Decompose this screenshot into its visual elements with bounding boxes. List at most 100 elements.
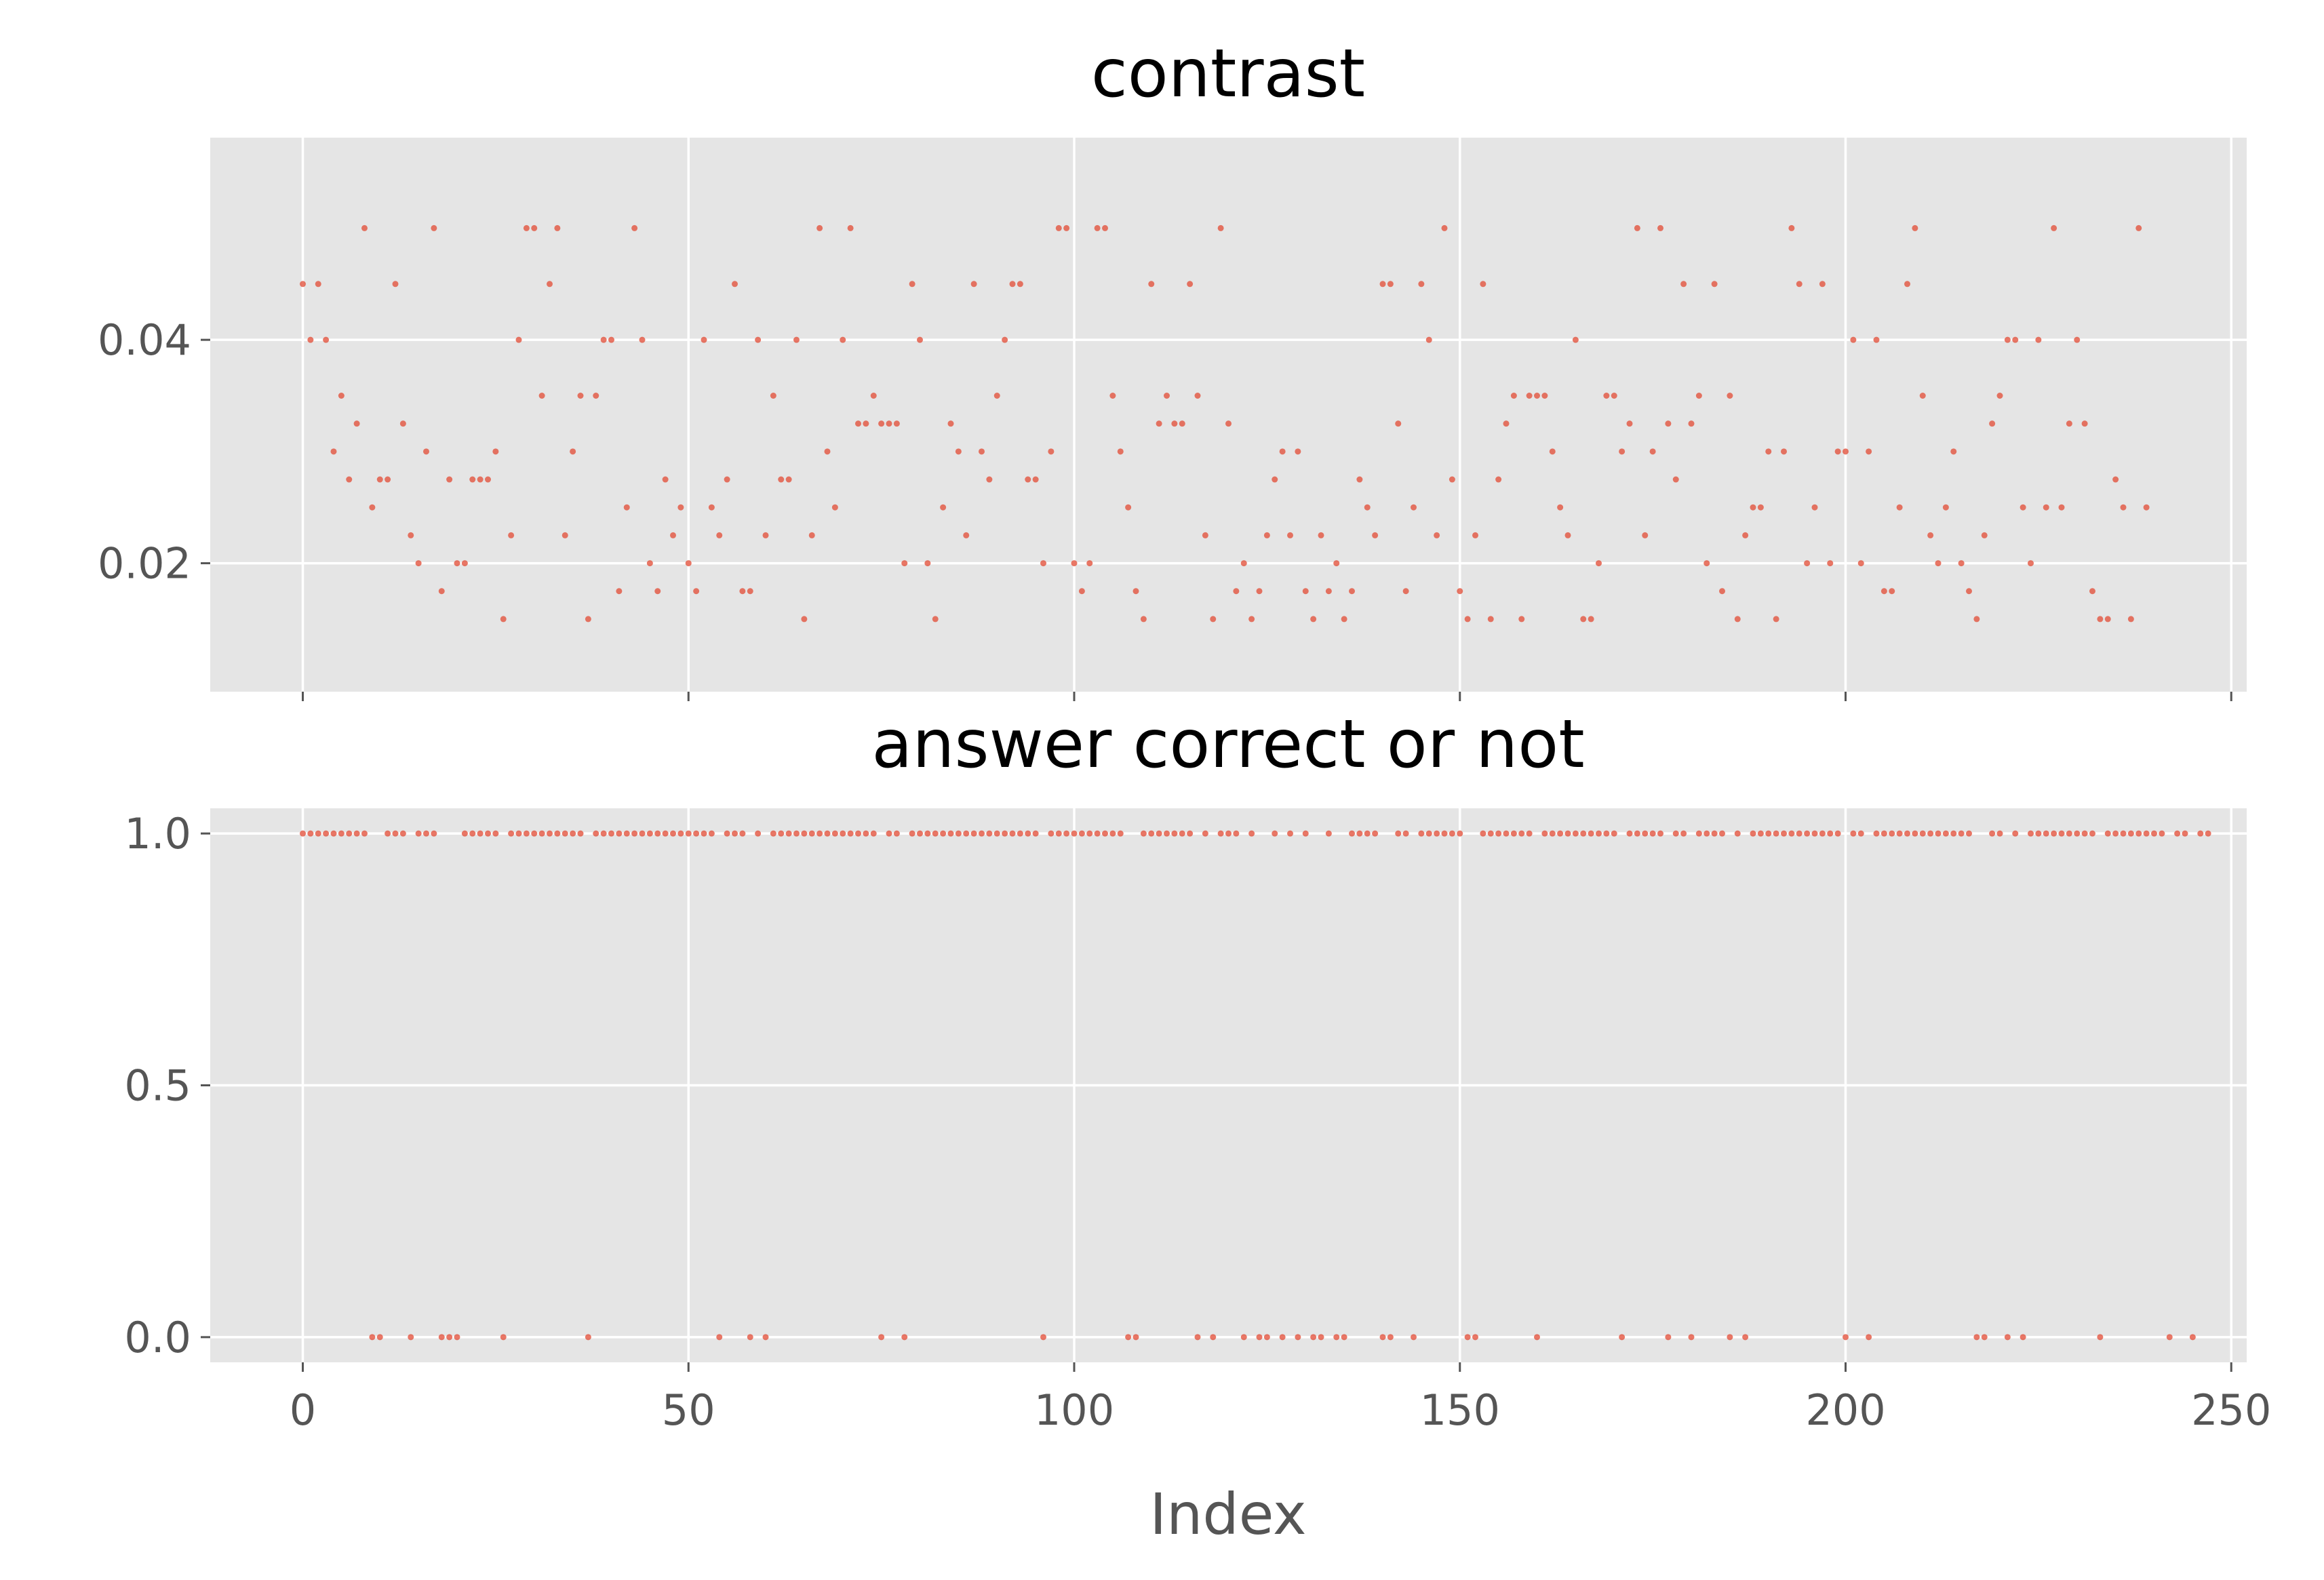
- x-tick-label: 0: [290, 1385, 316, 1435]
- answer-point: [323, 830, 330, 837]
- answer-point: [1827, 830, 1834, 837]
- answer-point: [1333, 1334, 1340, 1341]
- answer-point: [670, 830, 676, 837]
- contrast-point: [654, 588, 661, 595]
- answer-point: [1109, 830, 1116, 837]
- contrast-point: [947, 420, 954, 427]
- answer-point: [454, 1334, 460, 1341]
- contrast-point: [415, 560, 422, 567]
- contrast-point: [1989, 420, 1996, 427]
- contrast-point: [762, 532, 769, 538]
- answer-point: [1187, 830, 1194, 837]
- contrast-point: [1457, 588, 1463, 595]
- contrast-point: [816, 224, 823, 231]
- answer-point: [1611, 830, 1617, 837]
- contrast-point: [1711, 281, 1718, 288]
- contrast-y-tick-label: 0.04: [98, 315, 191, 365]
- contrast-point: [2035, 336, 2042, 343]
- contrast-point: [1750, 504, 1756, 511]
- contrast-point: [1796, 281, 1803, 288]
- answer-point: [1549, 830, 1556, 837]
- contrast-point: [901, 560, 908, 567]
- answer-point: [461, 830, 468, 837]
- answer-point: [2012, 830, 2019, 837]
- contrast-point: [670, 532, 676, 538]
- contrast-point: [392, 281, 399, 288]
- contrast-point: [778, 476, 785, 483]
- answer-point: [600, 830, 607, 837]
- answer-point: [1156, 830, 1162, 837]
- contrast-point: [330, 448, 337, 455]
- contrast-point: [1387, 281, 1394, 288]
- contrast-point: [770, 392, 776, 399]
- contrast-point: [399, 420, 406, 427]
- answer-point: [1596, 830, 1602, 837]
- contrast-point: [940, 504, 947, 511]
- answer-point: [1402, 830, 1409, 837]
- contrast-point: [1063, 224, 1070, 231]
- answer-point: [1356, 830, 1363, 837]
- answer-point: [917, 830, 923, 837]
- answer-point: [1480, 830, 1486, 837]
- answer-point: [1981, 1334, 1988, 1341]
- answer-point: [1649, 830, 1656, 837]
- answer-point: [1657, 830, 1663, 837]
- answer-point: [1642, 830, 1649, 837]
- answer-point: [2143, 830, 2150, 837]
- contrast-point: [431, 224, 437, 231]
- answer-point: [1811, 830, 1818, 837]
- answer-point: [1966, 830, 1972, 837]
- contrast-point: [1935, 560, 1942, 567]
- answer-point: [2035, 830, 2042, 837]
- answer-point: [693, 830, 700, 837]
- answer-point: [1727, 1334, 1733, 1341]
- answer-point: [1441, 830, 1448, 837]
- contrast-point: [1996, 392, 2003, 399]
- answer-point: [523, 830, 530, 837]
- answer-point: [1434, 830, 1440, 837]
- answer-point: [1248, 830, 1255, 837]
- contrast-point: [1487, 616, 1494, 623]
- answer-point: [1086, 830, 1093, 837]
- contrast-point: [608, 336, 614, 343]
- contrast-point: [1117, 448, 1124, 455]
- contrast-point: [376, 476, 383, 483]
- answer-point: [1225, 830, 1232, 837]
- answer-point: [361, 830, 368, 837]
- contrast-point: [708, 504, 715, 511]
- contrast-point: [1680, 281, 1687, 288]
- answer-point: [1263, 1334, 1270, 1341]
- answer-point: [886, 830, 892, 837]
- contrast-point: [1071, 560, 1078, 567]
- contrast-point: [1017, 281, 1023, 288]
- answer-point: [778, 830, 785, 837]
- contrast-point: [639, 336, 646, 343]
- answer-point: [1310, 1334, 1317, 1341]
- contrast-point: [623, 504, 630, 511]
- contrast-point: [1379, 281, 1386, 288]
- contrast-point: [747, 588, 753, 595]
- answer-point: [1071, 830, 1078, 837]
- contrast-point: [1341, 616, 1347, 623]
- answer-point: [300, 830, 306, 837]
- answer-point: [1958, 830, 1965, 837]
- contrast-point: [1233, 588, 1240, 595]
- answer-point: [963, 830, 970, 837]
- contrast-point: [1649, 448, 1656, 455]
- x-tick-label: 150: [1420, 1385, 1500, 1435]
- contrast-point: [438, 588, 445, 595]
- answer-point: [2058, 830, 2065, 837]
- answer-point: [662, 830, 669, 837]
- answer-point: [932, 830, 939, 837]
- contrast-point: [1356, 476, 1363, 483]
- answer-point: [1572, 830, 1579, 837]
- contrast-point: [1263, 532, 1270, 538]
- answer-point: [1210, 1334, 1217, 1341]
- contrast-point: [993, 392, 1000, 399]
- contrast-point: [801, 616, 808, 623]
- contrast-point: [515, 336, 522, 343]
- contrast-point: [1973, 616, 1980, 623]
- contrast-point: [1950, 448, 1957, 455]
- contrast-point: [500, 616, 507, 623]
- contrast-point: [1102, 224, 1108, 231]
